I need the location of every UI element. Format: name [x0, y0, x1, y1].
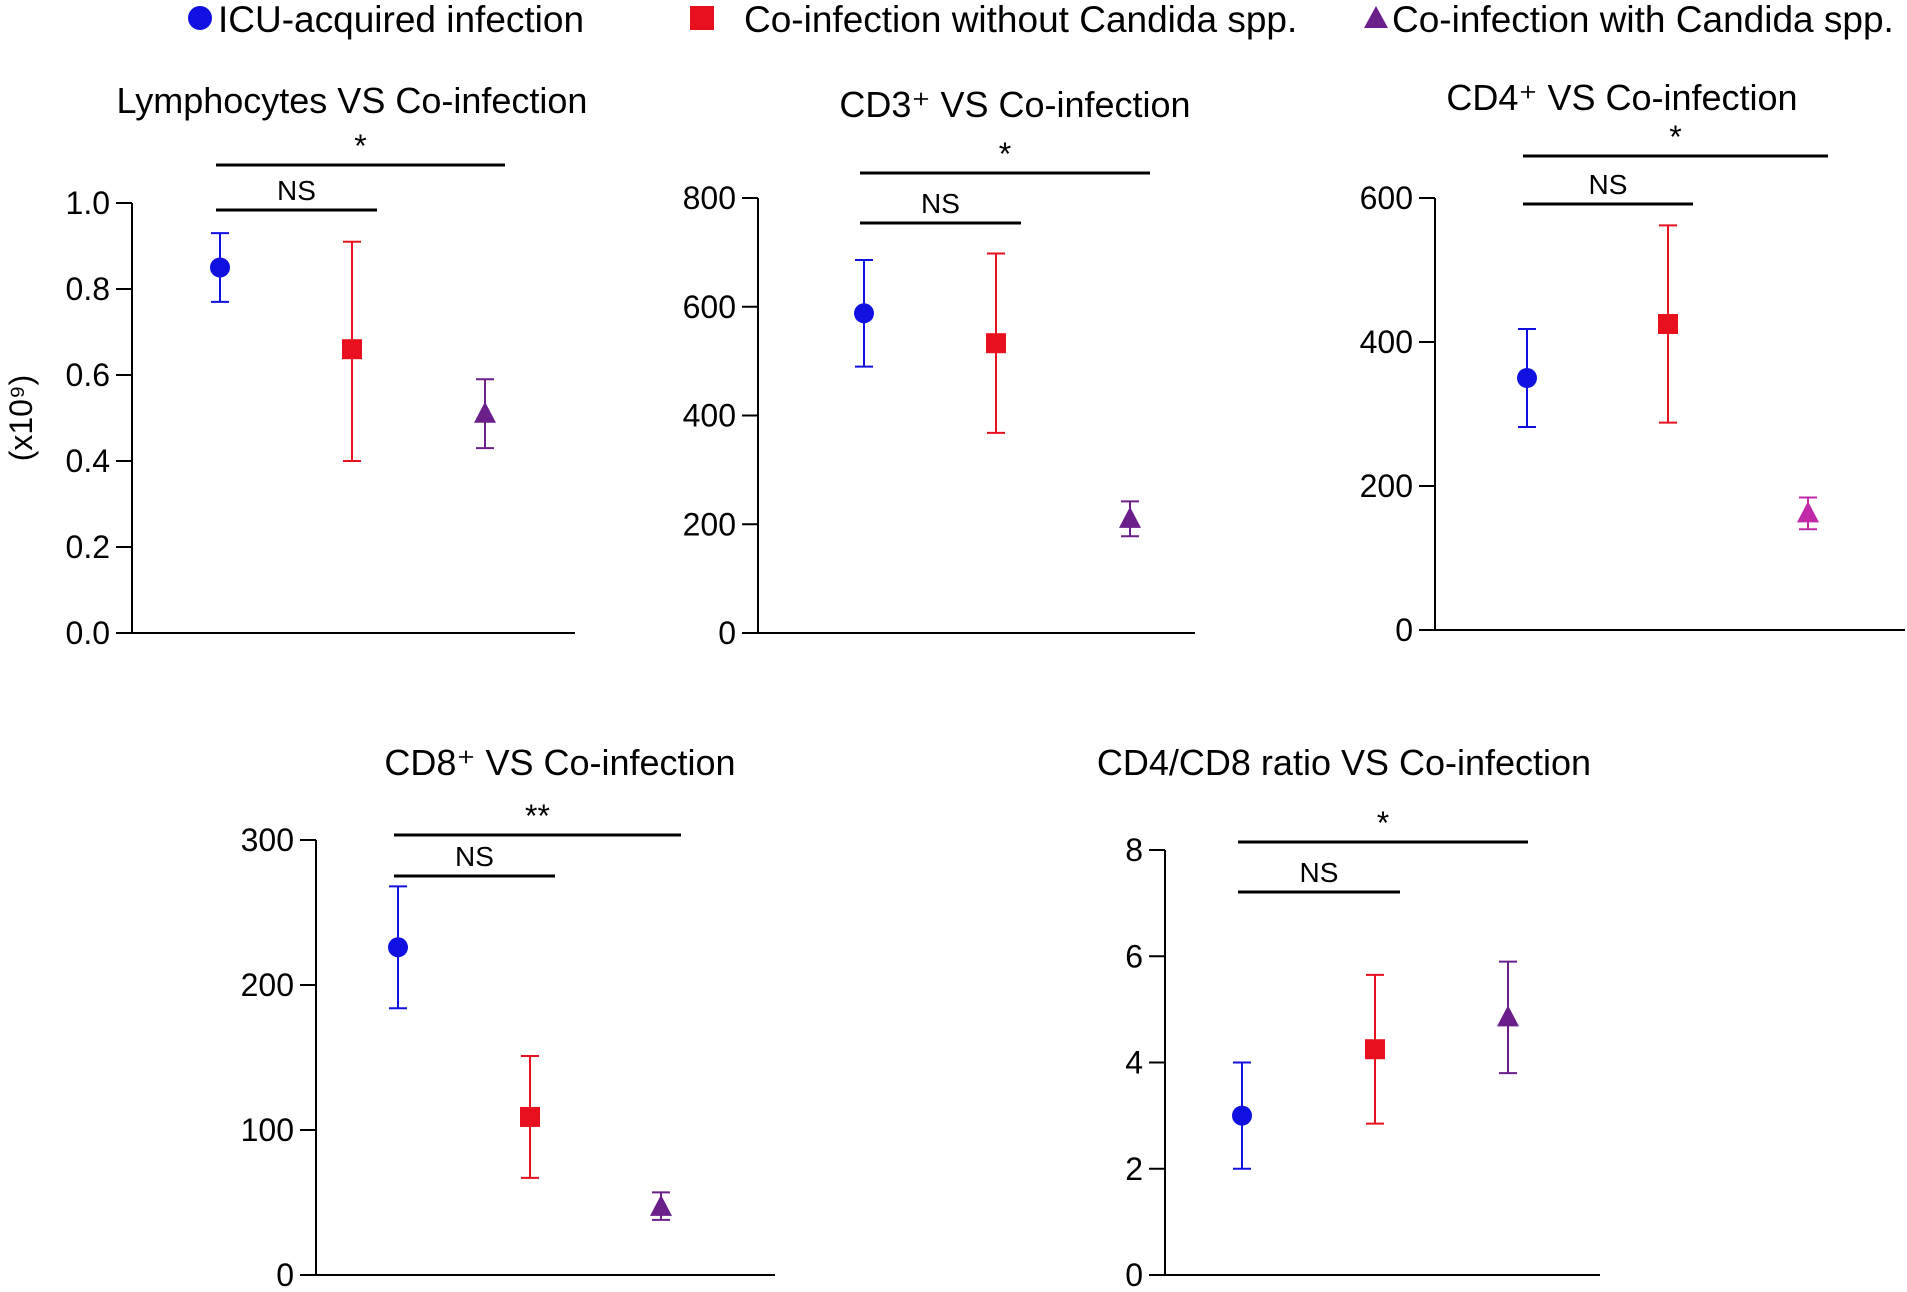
significance-label: * — [354, 128, 366, 164]
significance-label: NS — [921, 188, 960, 219]
data-point-triangle — [474, 401, 496, 423]
data-point-square — [1365, 1039, 1385, 1060]
y-tick-label: 0.0 — [66, 615, 110, 651]
data-point-triangle — [1119, 506, 1141, 528]
chart-title: CD4/CD8 ratio VS Co-infection — [1097, 742, 1591, 783]
data-point-triangle — [650, 1194, 672, 1216]
significance-label: NS — [277, 175, 316, 206]
y-tick-label: 200 — [241, 967, 294, 1003]
y-tick-label: 0 — [718, 615, 736, 651]
y-tick-label: 8 — [1125, 832, 1143, 868]
data-point-square — [342, 339, 362, 360]
data-point-circle — [388, 937, 408, 958]
y-tick-label: 0 — [1125, 1257, 1143, 1292]
y-tick-label: 400 — [1360, 324, 1413, 360]
y-tick-label: 0.4 — [66, 443, 110, 479]
y-tick-label: 4 — [1125, 1045, 1143, 1081]
y-tick-label: 400 — [683, 398, 736, 434]
circle-icon — [188, 6, 212, 31]
chart-title: CD8⁺ VS Co-infection — [384, 742, 735, 783]
data-point-circle — [1517, 368, 1537, 388]
significance-label: * — [1669, 119, 1681, 155]
data-point-square — [1658, 314, 1678, 334]
y-tick-label: 0.8 — [66, 271, 110, 307]
y-tick-label: 0.6 — [66, 357, 110, 393]
legend-item-with-candida: Co-infection with Candida spp. — [1364, 0, 1894, 40]
legend-label: ICU-acquired infection — [218, 0, 585, 40]
y-tick-label: 6 — [1125, 938, 1143, 974]
y-tick-label: 0.2 — [66, 529, 110, 565]
data-point-circle — [210, 257, 230, 278]
legend-item-icu: ICU-acquired infection — [188, 0, 584, 40]
significance-label: ** — [525, 798, 550, 834]
y-tick-label: 600 — [683, 289, 736, 325]
data-point-circle — [1232, 1105, 1252, 1126]
y-axis-label: (x10⁹) — [3, 375, 39, 462]
y-tick-label: 0 — [1395, 612, 1413, 648]
y-tick-label: 200 — [1360, 468, 1413, 504]
significance-label: * — [999, 136, 1011, 172]
data-point-triangle — [1797, 501, 1819, 523]
y-tick-label: 100 — [241, 1112, 294, 1148]
significance-label: NS — [1300, 857, 1339, 888]
data-point-square — [986, 333, 1006, 354]
significance-label: NS — [455, 841, 494, 872]
chart-title: CD4⁺ VS Co-infection — [1446, 77, 1797, 118]
chart-title: Lymphocytes VS Co-infection — [117, 80, 588, 121]
y-tick-label: 600 — [1360, 180, 1413, 216]
y-tick-label: 0 — [276, 1257, 294, 1292]
data-point-circle — [854, 303, 874, 324]
data-point-triangle — [1497, 1005, 1519, 1027]
legend: ICU-acquired infection Co-infection with… — [0, 0, 1907, 44]
y-tick-label: 300 — [241, 822, 294, 858]
triangle-icon — [1364, 6, 1388, 29]
y-tick-label: 1.0 — [66, 185, 110, 221]
legend-label: Co-infection with Candida spp. — [1392, 0, 1894, 40]
legend-label: Co-infection without Candida spp. — [744, 0, 1298, 40]
y-tick-label: 200 — [683, 506, 736, 542]
legend-item-without-candida: Co-infection without Candida spp. — [690, 0, 1297, 40]
significance-label: NS — [1589, 169, 1628, 200]
square-icon — [690, 6, 714, 31]
y-tick-label: 2 — [1125, 1151, 1143, 1187]
y-tick-label: 800 — [683, 180, 736, 216]
chart-title: CD3⁺ VS Co-infection — [839, 84, 1190, 125]
data-point-square — [520, 1106, 540, 1127]
significance-label: * — [1377, 805, 1389, 841]
